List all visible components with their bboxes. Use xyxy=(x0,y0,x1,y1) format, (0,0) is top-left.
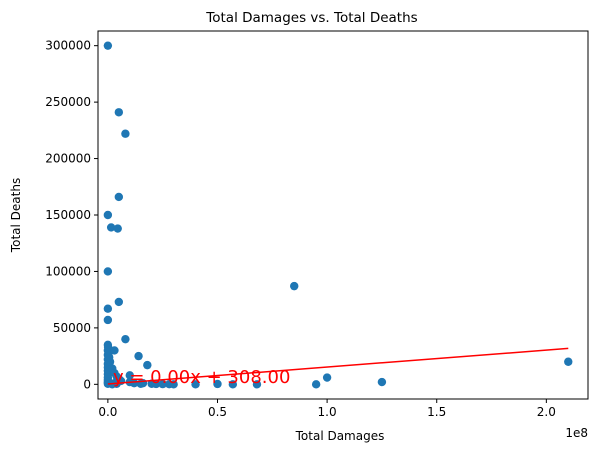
data-point xyxy=(114,374,124,383)
y-axis-ticks: 0 50000 100000 150000 200000 250000 300000 xyxy=(45,39,98,391)
data-point xyxy=(103,41,113,50)
y-tick-label: 50000 xyxy=(53,321,91,335)
data-point xyxy=(290,281,299,291)
data-point xyxy=(252,380,262,389)
data-point xyxy=(158,379,167,389)
data-point xyxy=(106,223,116,232)
x-axis-ticks: 0.0 0.5 1.0 1.5 2.0 xyxy=(98,399,556,419)
data-point xyxy=(113,224,122,233)
y-tick-label: 250000 xyxy=(45,95,91,109)
data-point xyxy=(377,377,387,387)
regression-line xyxy=(107,347,569,385)
x-tick-label: 0.5 xyxy=(208,405,227,419)
y-tick-label: 200000 xyxy=(45,152,91,166)
data-point xyxy=(564,357,573,366)
x-tick-label: 1.0 xyxy=(318,405,337,419)
data-point xyxy=(104,353,114,362)
x-axis-offset-label: 1e8 xyxy=(565,426,588,440)
data-point xyxy=(114,108,124,117)
data-point xyxy=(103,304,113,313)
data-point xyxy=(311,380,321,389)
data-point xyxy=(322,373,332,382)
regression-equation-label: y = 0.00x + 308.00 xyxy=(113,367,290,388)
data-point xyxy=(103,210,113,220)
data-point xyxy=(169,380,178,389)
data-point xyxy=(103,315,113,325)
plot-area xyxy=(97,30,589,400)
x-tick-label: 1.5 xyxy=(427,405,446,419)
data-point xyxy=(134,351,143,361)
data-point xyxy=(103,267,113,276)
data-point xyxy=(191,380,200,389)
x-tick-label: 2.0 xyxy=(537,405,556,419)
data-point xyxy=(110,346,119,355)
x-tick-label: 0.0 xyxy=(98,405,117,419)
y-axis-label: Total Deaths xyxy=(9,178,23,253)
data-point xyxy=(151,379,161,389)
data-point xyxy=(143,360,152,370)
y-tick-label: 100000 xyxy=(45,264,91,278)
data-point xyxy=(213,379,222,389)
regression-line-group xyxy=(107,347,569,385)
y-tick-label: 0 xyxy=(83,377,91,391)
y-tick-label: 300000 xyxy=(45,39,91,53)
data-point xyxy=(121,129,130,138)
y-tick-label: 150000 xyxy=(45,208,91,222)
data-point xyxy=(125,371,134,380)
x-axis-label: Total Damages xyxy=(295,429,385,443)
data-point xyxy=(114,297,124,307)
chart-title: Total Damages vs. Total Deaths xyxy=(205,10,417,26)
data-point xyxy=(121,334,130,344)
data-point xyxy=(228,380,238,389)
data-point xyxy=(114,192,124,202)
